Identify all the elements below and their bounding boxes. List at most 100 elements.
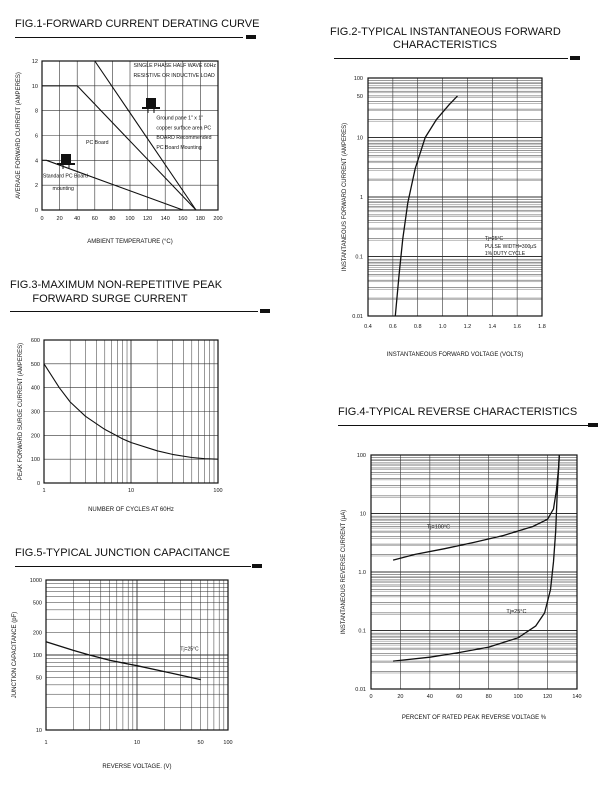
fig1-standard-mount-icon <box>61 154 71 163</box>
fig2-xtick-label: 1.0 <box>439 324 447 330</box>
fig2-ytick-label: 100 <box>354 76 363 82</box>
fig2-ylabel: INSTANTANEOUS FORWARD CURRENT (AMPERES) <box>342 123 348 271</box>
fig2-title-rule <box>334 58 568 59</box>
fig1-ground-plane-icon-board <box>142 107 160 109</box>
fig5-ytick-label: 200 <box>33 630 42 636</box>
fig4-ylabel: INSTANTANEOUS REVERSE CURRENT (μA) <box>341 510 347 634</box>
fig3-xtick-label: 10 <box>128 488 134 494</box>
fig5-xtick-label: 50 <box>198 740 204 746</box>
fig5-xtick-label: 100 <box>223 740 232 746</box>
fig4-title-rule <box>338 425 588 426</box>
fig1-annotation-load: SINGLE PHASE HALF WAVE 60Hz <box>134 63 217 69</box>
fig3-chart: 1 10 100 0 100 200 300 400 500 600 NUMBER OF CYCLE… <box>18 338 223 513</box>
fig3-ytick-label: 600 <box>31 338 40 344</box>
fig5-title: FIG.5-TYPICAL JUNCTION CAPACITANCE <box>15 547 230 559</box>
fig1-ytick-label: 6 <box>35 134 38 140</box>
fig2-ytick-label: 0.01 <box>352 314 363 320</box>
fig1-xtick-label: 160 <box>178 216 187 222</box>
fig2-xtick-label: 0.4 <box>364 324 372 330</box>
fig1-xtick-label: 120 <box>143 216 152 222</box>
fig5-ytick-label: 500 <box>33 601 42 607</box>
fig1-title-marker <box>246 35 256 39</box>
fig4-series-line-2 <box>393 454 560 662</box>
fig4-ytick-label: 10 <box>360 512 366 518</box>
fig4-xtick-label: 20 <box>397 694 403 700</box>
fig5-ylabel: JUNCTION CAPACITANCE (pF) <box>12 612 18 698</box>
fig4-xtick-label: 120 <box>543 694 552 700</box>
fig4-ytick-label: 0.1 <box>358 629 366 635</box>
fig3-ytick-label: 200 <box>31 433 40 439</box>
fig1-frame <box>41 60 219 211</box>
fig2-annotation: 1% DUTY CYCLE <box>485 251 526 257</box>
fig1-ytick-label: 0 <box>35 208 38 214</box>
fig2-chart: 0.4 0.6 0.8 1.0 1.2 1.4 1.6 1.8 0.01 0.1 1 10 100 50 I… <box>342 76 546 358</box>
fig4-xlabel: PERCENT OF RATED PEAK REVERSE VOLTAGE % <box>402 715 547 721</box>
fig4-title: FIG.4-TYPICAL REVERSE CHARACTERISTICS <box>338 406 578 418</box>
fig1-title: FIG.1-FORWARD CURRENT DERATING CURVE <box>15 18 260 30</box>
fig5-xlabel: REVERSE VOLTAGE. (V) <box>102 764 171 770</box>
fig1-ytick-label: 12 <box>32 59 38 65</box>
fig2-ytick-label: 0.1 <box>355 255 363 261</box>
fig2-series-line-1 <box>394 95 458 317</box>
fig3-ytick-label: 100 <box>31 457 40 463</box>
fig1-annotation-standard: Standard PC Board <box>43 174 88 180</box>
fig3-title-marker <box>260 309 270 313</box>
fig1-ytick-label: 4 <box>35 158 38 164</box>
fig3-title: FIG.3-MAXIMUM NON-REPETITIVE PEAK <box>10 279 223 291</box>
fig3-series-line-1 <box>43 363 219 460</box>
fig1-xtick-label: 100 <box>125 216 134 222</box>
fig3-ytick-label: 500 <box>31 362 40 368</box>
fig1-series-line-1 <box>42 60 197 211</box>
fig5-xtick-label: 10 <box>134 740 140 746</box>
fig5-series-line-1 <box>45 641 201 681</box>
fig1-xtick-label: 200 <box>213 216 222 222</box>
fig4-frame <box>370 454 578 690</box>
fig2-xlabel: INSTANTANEOUS FORWARD VOLTAGE (VOLTS) <box>387 352 523 358</box>
fig4-ytick-label: 0.01 <box>355 687 366 693</box>
fig2-ytick-label: 50 <box>357 94 363 100</box>
fig1-chart: 0 20 40 60 80 100 120 140 160 180 200 0 2 4 6 8 10 12 AMBI… <box>16 59 223 245</box>
fig4-xtick-label: 40 <box>427 694 433 700</box>
fig2-ytick-label: 10 <box>357 136 363 142</box>
fig1-xtick-label: 60 <box>92 216 98 222</box>
fig4-ytick-label: 1.0 <box>358 570 366 576</box>
fig1-xtick-label: 20 <box>57 216 63 222</box>
fig3-xtick-label: 100 <box>213 488 222 494</box>
fig1-standard-mount-icon-board <box>57 163 75 165</box>
fig4-annotation: Tj=100°C <box>427 525 450 531</box>
fig1-annotation-standard: mounting <box>53 186 74 192</box>
fig1-annotation-pc-board: PC Board <box>86 140 109 146</box>
fig5-ytick-label: 1000 <box>30 578 42 584</box>
fig4-series-line-1 <box>392 454 560 561</box>
fig1-ytick-label: 10 <box>32 84 38 90</box>
fig1-annotation-ground-plane: PC Board Mounting <box>156 145 201 151</box>
fig2-title: FIG.2-TYPICAL INSTANTANEOUS FORWARD <box>330 26 561 38</box>
fig1-ground-plane-icon <box>146 98 156 107</box>
fig4-xtick-label: 140 <box>572 694 581 700</box>
fig1-ylabel: AVERAGE FORWARD CURRENT (AMPERES) <box>16 72 22 199</box>
fig5-ytick-label: 50 <box>36 676 42 682</box>
fig2-ytick-label: 1 <box>360 195 363 201</box>
fig3-ytick-label: 400 <box>31 386 40 392</box>
fig1-title-rule <box>15 37 243 38</box>
fig4-title-marker <box>588 423 598 427</box>
fig2-frame <box>367 77 543 317</box>
fig1-xtick-label: 140 <box>161 216 170 222</box>
fig5-title-rule <box>15 566 251 567</box>
fig1-series-line-2 <box>42 85 197 211</box>
fig5-frame <box>45 579 229 731</box>
fig4-xtick-label: 60 <box>456 694 462 700</box>
fig1-annotation-ground-plane: BOARD Recommended <box>156 135 211 141</box>
fig2-xtick-label: 1.4 <box>488 324 496 330</box>
fig4-ytick-label: 100 <box>357 453 366 459</box>
fig2-xtick-label: 0.8 <box>414 324 422 330</box>
fig2-xtick-label: 1.8 <box>538 324 546 330</box>
fig5-ytick-label: 100 <box>33 653 42 659</box>
fig2-xtick-label: 0.6 <box>389 324 397 330</box>
fig2-title-marker <box>570 56 580 60</box>
fig2-annotation: Tj=25°C <box>485 236 504 242</box>
fig2-title-line2: CHARACTERISTICS <box>393 39 497 51</box>
fig2-xtick-label: 1.2 <box>464 324 472 330</box>
fig5-xtick-label: 1 <box>44 740 47 746</box>
